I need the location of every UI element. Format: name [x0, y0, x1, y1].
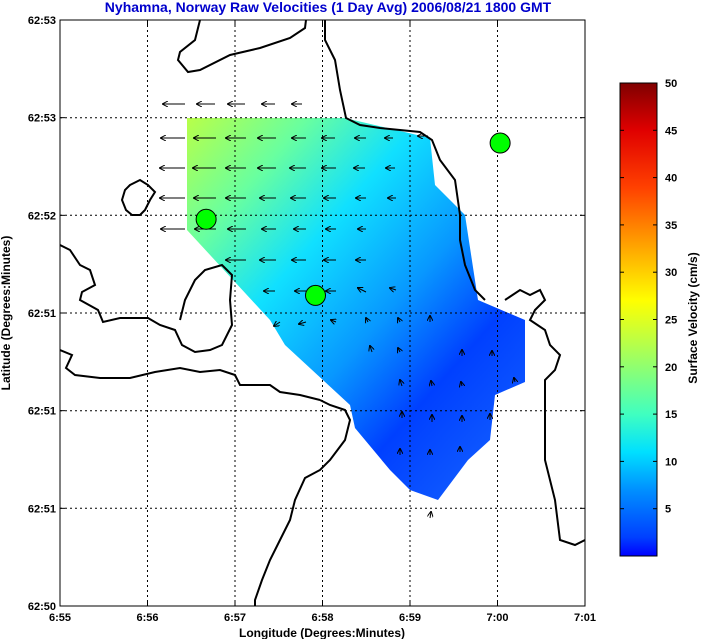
colorbar-ticks: 5 10 15 20 25 30 35 40 45 50 — [620, 78, 677, 516]
colorbar-tick-label: 40 — [665, 173, 677, 185]
colorbar: 5 10 15 20 25 30 35 40 45 50 Surface Velocity (cm… — [619, 78, 700, 557]
vector-arrows — [160, 104, 515, 519]
y-axis-label: Latitude (Degrees:Minutes) — [0, 236, 13, 391]
colorbar-tick-label: 10 — [665, 456, 677, 468]
colorbar-tick-label: 30 — [665, 267, 677, 279]
colorbar-label: Surface Velocity (cm/s) — [686, 252, 700, 383]
station-marker — [195, 208, 217, 230]
colorbar-tick-label: 15 — [665, 409, 677, 421]
station-marker — [489, 132, 511, 154]
y-tick-label: 62:51 — [28, 503, 56, 515]
station-marker — [305, 284, 326, 306]
y-tick-label: 62:53 — [28, 15, 56, 27]
chart-title: Nyhamna, Norway Raw Velocities (1 Day Av… — [105, 0, 552, 15]
y-tick-label: 62:53 — [28, 113, 56, 125]
x-tick-label: 6:57 — [224, 612, 246, 624]
y-tick-label: 62:51 — [28, 406, 56, 418]
colorbar-tick-label: 45 — [665, 125, 677, 137]
colorbar-tick-label: 25 — [665, 315, 677, 327]
y-tick-label: 62:51 — [28, 308, 56, 320]
x-tick-label: 7:01 — [574, 612, 596, 624]
station-markers — [195, 132, 511, 306]
x-tick-label: 6:56 — [136, 612, 158, 624]
x-tick-label: 6:59 — [399, 612, 421, 624]
colorbar-gradient — [619, 82, 658, 557]
x-tick-label: 7:00 — [486, 612, 508, 624]
y-ticks: 62:50 62:51 62:51 62:51 62:52 62:53 62:53 — [28, 15, 585, 613]
x-tick-label: 6:58 — [311, 612, 333, 624]
x-tick-label: 6:55 — [49, 612, 71, 624]
colorbar-tick-label: 5 — [665, 504, 671, 516]
y-tick-label: 62:50 — [28, 601, 56, 613]
y-tick-label: 62:52 — [28, 210, 56, 222]
x-axis-label: Longitude (Degrees:Minutes) — [239, 626, 405, 639]
x-ticks: 6:55 6:56 6:57 6:58 6:59 7:00 7:01 — [49, 20, 596, 624]
velocity-field — [187, 118, 525, 500]
colorbar-tick-label: 35 — [665, 220, 677, 232]
colorbar-tick-label: 50 — [665, 78, 677, 90]
coastline — [60, 20, 585, 606]
colorbar-tick-label: 20 — [665, 362, 677, 374]
plot-area — [60, 20, 585, 606]
